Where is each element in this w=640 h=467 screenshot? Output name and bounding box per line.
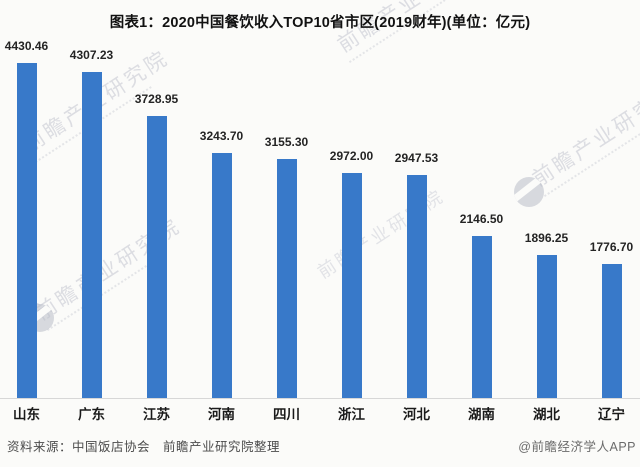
bar-group: 4307.23	[59, 48, 124, 398]
x-axis-label: 辽宁	[598, 407, 625, 422]
bar	[601, 263, 622, 398]
chart-title: 图表1：2020中国餐饮收入TOP10省市区(2019财年)(单位：亿元)	[109, 15, 531, 31]
bar-value-label: 3243.70	[199, 128, 244, 143]
credit-note: @前瞻经济学人APP	[518, 440, 636, 454]
bar	[471, 235, 492, 398]
bar-value-label: 4430.46	[4, 39, 49, 53]
bar-value-label: 2947.53	[394, 151, 439, 166]
x-axis-label: 山东	[13, 407, 40, 422]
bar-group: 1776.70	[579, 240, 640, 398]
bar-value-label: 4307.23	[69, 48, 114, 63]
x-axis-label: 湖南	[468, 407, 495, 422]
bar-value-label: 1896.25	[524, 230, 569, 245]
bar	[536, 254, 557, 398]
x-axis-label: 河南	[208, 407, 235, 422]
bar-group: 3728.95	[124, 92, 189, 398]
bar-group: 2972.00	[319, 149, 384, 398]
x-axis-labels: 山东 广东 江苏 河南 四川 浙江 河北 湖南 湖北 辽宁	[0, 403, 640, 423]
bar	[406, 175, 427, 398]
bar-group: 3155.30	[254, 135, 319, 398]
bar-group: 2947.53	[384, 151, 449, 398]
footer: 资料来源：中国饭店协会 前瞻产业研究院整理 @前瞻经济学人APP	[7, 440, 636, 455]
bar	[211, 152, 232, 398]
bar-value-label: 2146.50	[459, 211, 504, 226]
x-axis-line	[0, 398, 640, 399]
bar	[81, 72, 102, 398]
x-axis-label: 四川	[273, 407, 300, 422]
bar	[341, 173, 362, 398]
bar-group: 2146.50	[449, 212, 514, 398]
bar-plot-area: 4430.46 4307.23 3728.95 3243.70 3155.30 2972.…	[0, 26, 640, 398]
bar-value-label: 3155.30	[264, 135, 309, 150]
bar	[146, 116, 167, 398]
x-axis-label: 江苏	[143, 407, 170, 422]
bar-group: 1896.25	[514, 231, 579, 398]
x-axis-label: 浙江	[338, 407, 365, 422]
bar-group: 4430.46	[0, 39, 59, 398]
x-axis-label: 广东	[78, 407, 105, 422]
bar	[276, 159, 297, 398]
source-note: 资料来源：中国饭店协会 前瞻产业研究院整理	[7, 440, 281, 454]
bar-group: 3243.70	[189, 129, 254, 398]
bar-value-label: 3728.95	[134, 92, 179, 106]
bar	[16, 63, 37, 398]
x-axis-label: 河北	[403, 407, 430, 422]
bar-value-label: 2972.00	[329, 149, 374, 164]
bar-value-label: 1776.70	[589, 239, 634, 254]
x-axis-label: 湖北	[533, 407, 560, 422]
